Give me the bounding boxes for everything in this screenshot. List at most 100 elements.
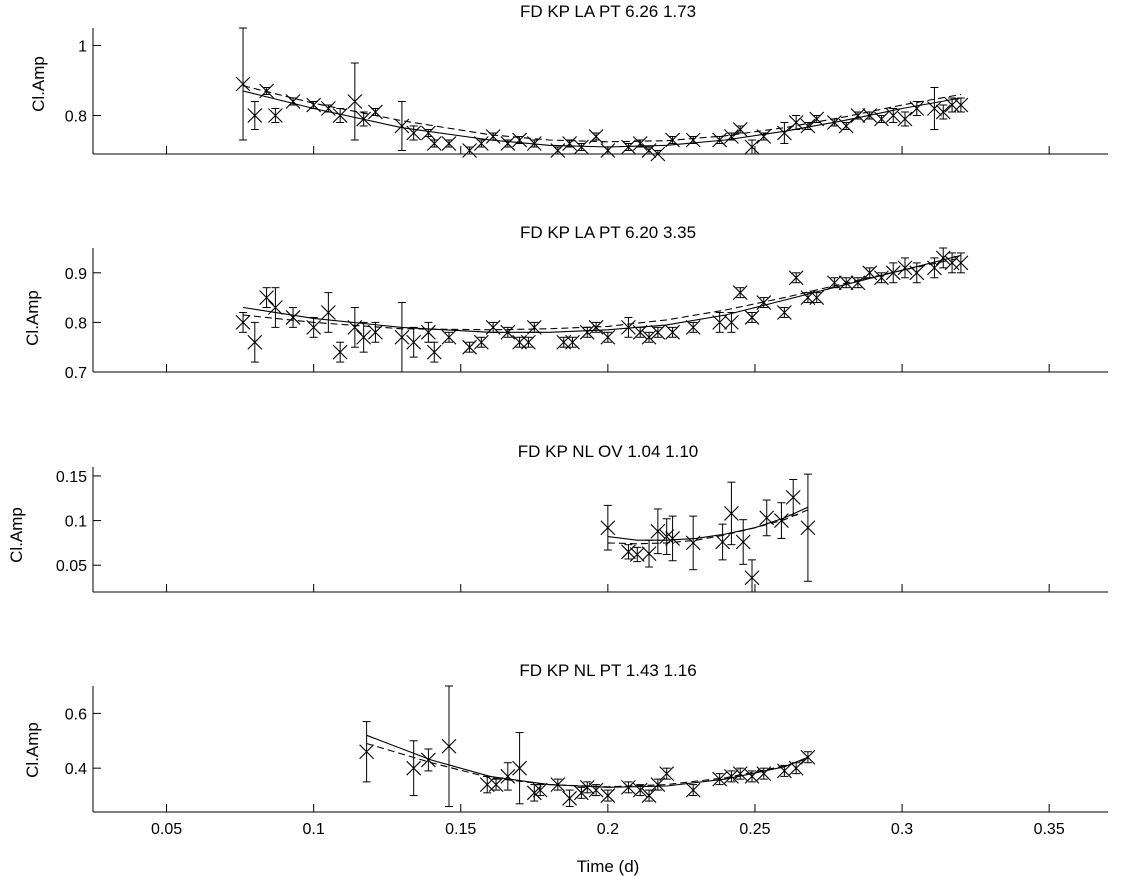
x-marker: [600, 788, 616, 803]
data-point: [809, 290, 825, 305]
data-point: [838, 275, 854, 291]
data-point: [735, 519, 751, 565]
x-marker: [588, 782, 604, 798]
x-marker: [462, 339, 477, 355]
x-marker: [588, 319, 604, 335]
y-tick-label: 0.4: [65, 761, 87, 778]
data-point: [259, 287, 274, 309]
x-marker: [485, 319, 501, 335]
y-tick-label: 0.1: [65, 514, 87, 531]
data-point: [579, 324, 595, 340]
x-marker: [600, 329, 616, 345]
x-marker: [665, 531, 680, 546]
data-point: [526, 136, 542, 151]
data-point: [935, 104, 951, 120]
data-point: [659, 518, 675, 555]
x-marker: [732, 766, 748, 782]
x-marker: [800, 118, 816, 134]
data-point: [935, 247, 951, 269]
data-point: [473, 136, 489, 151]
x-marker: [426, 344, 442, 360]
data-point: [632, 324, 648, 340]
data-point: [774, 502, 789, 539]
y-tick-label: 0.8: [65, 315, 87, 332]
x-marker: [332, 108, 348, 123]
x-marker: [744, 310, 760, 325]
data-point: [665, 324, 680, 340]
x-marker: [759, 510, 775, 526]
y-tick-label: 0.7: [65, 365, 87, 382]
data-point: [621, 139, 636, 155]
data-point: [712, 771, 728, 787]
data-point: [724, 311, 739, 333]
x-marker: [621, 779, 636, 795]
x-marker: [756, 766, 772, 782]
x-marker: [332, 344, 348, 360]
data-point: [521, 334, 536, 350]
data-point: [788, 115, 804, 130]
data-point: [788, 270, 804, 286]
x-tick-label: 0.1: [303, 821, 325, 838]
data-point: [885, 262, 901, 284]
data-point: [621, 544, 636, 560]
data-point: [953, 252, 969, 274]
x-marker: [685, 319, 701, 335]
x-marker: [441, 329, 457, 345]
data-point: [285, 307, 301, 328]
x-tick-label: 0.3: [891, 821, 913, 838]
data-point: [356, 111, 372, 127]
x-marker: [629, 547, 645, 562]
x-marker: [573, 139, 589, 155]
x-marker: [850, 275, 866, 291]
x-tick-label: 0.2: [597, 821, 619, 838]
x-marker: [724, 129, 739, 144]
data-point: [306, 97, 322, 113]
x-marker: [953, 97, 969, 113]
fit-line-dashed: [366, 742, 809, 788]
data-point: [685, 782, 701, 798]
x-marker: [809, 290, 825, 305]
x-marker: [927, 260, 942, 276]
data-point: [874, 270, 889, 286]
panel-4: FD KP NL PT 1.43 1.16 Cl.Amp 0.05 0.1 0.15…: [23, 661, 1108, 876]
panel-4-plot-area: 0.05 0.1 0.15 0.2 0.25 0.3 0.35 0.4 0.6: [65, 685, 1108, 838]
x-tick-label: 0.25: [739, 821, 770, 838]
data-point: [600, 504, 616, 551]
data-point: [788, 760, 804, 776]
data-point: [259, 83, 274, 99]
x-marker: [650, 324, 666, 340]
data-point: [650, 777, 666, 792]
x-tick-label: 0.15: [445, 821, 476, 838]
data-point: [421, 748, 436, 772]
data-point: [332, 341, 348, 363]
data-point: [356, 321, 372, 353]
data-point: [785, 479, 801, 516]
panel-4-title: FD KP NL PT 1.43 1.16: [519, 661, 696, 680]
x-marker: [788, 760, 804, 776]
x-marker: [259, 290, 274, 305]
data-point: [285, 94, 301, 109]
x-marker: [641, 546, 657, 561]
data-point: [550, 143, 566, 158]
data-point: [235, 311, 251, 333]
x-marker: [268, 300, 283, 315]
data-point: [512, 732, 527, 805]
x-marker: [641, 788, 657, 803]
data-point: [268, 108, 283, 123]
y-tick-label: 0.15: [56, 469, 87, 486]
data-point: [641, 143, 657, 158]
data-point: [406, 125, 422, 141]
x-marker: [724, 506, 739, 521]
x-marker: [550, 143, 566, 158]
x-marker: [632, 782, 648, 798]
data-point: [332, 108, 348, 123]
x-marker: [500, 324, 516, 340]
data-point: [485, 319, 501, 335]
x-marker: [579, 324, 595, 340]
data-point: [732, 122, 748, 137]
x-marker: [800, 520, 816, 536]
x-marker: [632, 324, 648, 340]
data-point: [629, 546, 645, 563]
x-marker: [744, 570, 760, 586]
data-point: [827, 115, 842, 130]
